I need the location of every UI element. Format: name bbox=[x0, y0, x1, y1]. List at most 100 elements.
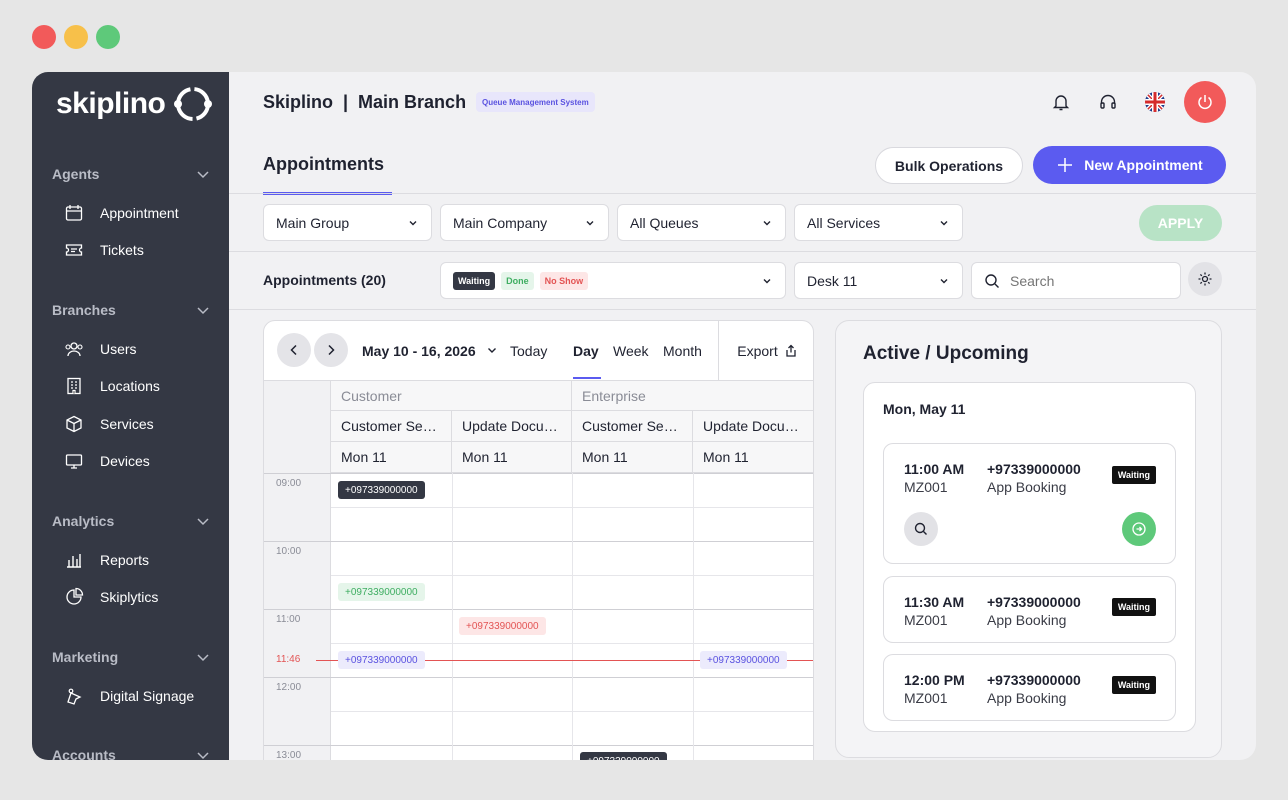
calendar: May 10 - 16, 2026 Today Day Week Month E… bbox=[263, 320, 814, 760]
next-week-button[interactable] bbox=[314, 333, 348, 367]
view-details-button[interactable] bbox=[904, 512, 938, 546]
search-input[interactable] bbox=[1010, 272, 1160, 289]
bell-icon bbox=[1052, 95, 1070, 111]
sidebar-item-devices[interactable]: Devices bbox=[52, 443, 211, 481]
time-label: 10:00 bbox=[276, 546, 302, 557]
sidebar-item-skiplytics[interactable]: Skiplytics bbox=[52, 579, 211, 617]
logout-button[interactable] bbox=[1184, 81, 1226, 123]
current-time-label: 11:46 bbox=[276, 654, 301, 665]
appointment-event[interactable]: +097339000000 bbox=[580, 752, 667, 760]
desk-select[interactable]: Desk 11 bbox=[794, 262, 963, 299]
sidebar-item-users[interactable]: Users bbox=[52, 330, 211, 368]
status-badge: Waiting bbox=[1111, 598, 1156, 616]
column-day-header: Mon 11 bbox=[693, 442, 813, 473]
chevron-left-icon bbox=[290, 344, 297, 356]
minimize-window-button[interactable] bbox=[64, 25, 88, 49]
sidebar-item-label: Users bbox=[100, 340, 137, 357]
appointment-card[interactable]: 11:00 AM MZ001 +97339000000 App Booking … bbox=[883, 443, 1176, 564]
appointment-event[interactable]: +097339000000 bbox=[700, 651, 787, 669]
company-select[interactable]: Main Company bbox=[440, 204, 609, 241]
logo-text: skiplino bbox=[56, 87, 166, 120]
divider bbox=[229, 193, 1256, 194]
sidebar-item-label: Appointment bbox=[100, 204, 179, 221]
sidebar-item-label: Devices bbox=[100, 453, 150, 470]
panel-title: Active / Upcoming bbox=[863, 343, 1029, 364]
sidebar-section-header[interactable]: Accounts bbox=[52, 745, 211, 760]
app-window: skiplino Agents Appointment Tickets bbox=[32, 72, 1256, 760]
appointment-card[interactable]: 12:00 PM MZ001 +97339000000 App Booking … bbox=[883, 654, 1176, 721]
today-button[interactable]: Today bbox=[510, 343, 548, 359]
sidebar-item-digital-signage[interactable]: Digital Signage bbox=[52, 677, 211, 715]
sidebar-item-tickets[interactable]: Tickets bbox=[52, 232, 211, 270]
group-select[interactable]: Main Group bbox=[263, 204, 432, 241]
logo-mark-icon bbox=[173, 84, 213, 124]
section-title: Marketing bbox=[52, 649, 119, 665]
appointment-card[interactable]: 11:30 AM MZ001 +97339000000 App Booking … bbox=[883, 576, 1176, 643]
maximize-window-button[interactable] bbox=[96, 25, 120, 49]
divider bbox=[229, 251, 1256, 252]
close-window-button[interactable] bbox=[32, 25, 56, 49]
sidebar-item-label: Services bbox=[100, 415, 154, 432]
sidebar-item-locations[interactable]: Locations bbox=[52, 368, 211, 406]
logo[interactable]: skiplino bbox=[56, 84, 213, 124]
settings-button[interactable] bbox=[1188, 262, 1222, 296]
prev-week-button[interactable] bbox=[277, 333, 311, 367]
sidebar-section-header[interactable]: Branches bbox=[52, 300, 211, 320]
status-chip-done[interactable]: Done bbox=[501, 271, 534, 290]
search-icon bbox=[914, 522, 927, 535]
column-day-header: Mon 11 bbox=[452, 442, 572, 473]
status-filter-select[interactable]: Waiting Done No Show bbox=[440, 262, 786, 299]
appointment-event[interactable]: +097339000000 bbox=[338, 481, 425, 499]
card-time: 11:00 AM bbox=[904, 461, 965, 477]
sidebar-section-marketing: Marketing Digital Signage bbox=[52, 647, 211, 715]
support-button[interactable] bbox=[1096, 90, 1120, 114]
current-time-line bbox=[316, 660, 813, 661]
services-select[interactable]: All Services bbox=[794, 204, 963, 241]
page-header-title: Skiplino | Main Branch bbox=[263, 92, 467, 112]
services-select-value: All Services bbox=[807, 214, 881, 231]
sidebar-section-agents: Agents Appointment Tickets bbox=[52, 164, 211, 269]
sidebar-item-reports[interactable]: Reports bbox=[52, 541, 211, 579]
appointment-event[interactable]: +097339000000 bbox=[338, 651, 425, 669]
status-chip-waiting[interactable]: Waiting bbox=[453, 271, 496, 290]
appointment-event[interactable]: +097339000000 bbox=[338, 583, 425, 601]
calendar-body: 09:00 10:00 11:00 11:46 12:00 13:00 +097… bbox=[264, 473, 813, 760]
notifications-button[interactable] bbox=[1049, 90, 1073, 114]
gear-icon bbox=[1198, 272, 1212, 286]
appointment-event[interactable]: +097339000000 bbox=[459, 617, 546, 635]
column-line bbox=[452, 473, 453, 760]
share-icon bbox=[786, 344, 796, 357]
bulk-operations-button[interactable]: Bulk Operations bbox=[875, 147, 1023, 184]
hour-line bbox=[264, 745, 813, 746]
page-title: Appointments bbox=[263, 154, 384, 174]
apply-button[interactable]: APPLY bbox=[1139, 205, 1222, 241]
sidebar-section-accounts: Accounts bbox=[52, 745, 211, 760]
sidebar-section-branches: Branches Users Locations Services bbox=[52, 300, 211, 480]
search-box[interactable] bbox=[971, 262, 1181, 299]
chevron-down-icon bbox=[763, 278, 771, 283]
language-button[interactable] bbox=[1143, 90, 1167, 114]
sidebar-section-header[interactable]: Analytics bbox=[52, 511, 211, 531]
view-tab-month[interactable]: Month bbox=[663, 343, 702, 359]
sidebar-item-services[interactable]: Services bbox=[52, 405, 211, 443]
divider bbox=[229, 309, 1256, 310]
queues-select[interactable]: All Queues bbox=[617, 204, 786, 241]
sidebar-section-header[interactable]: Marketing bbox=[52, 647, 211, 667]
status-chip-no-show[interactable]: No Show bbox=[539, 271, 589, 290]
sidebar-item-appointment[interactable]: Appointment bbox=[52, 194, 211, 232]
time-label: 13:00 bbox=[276, 750, 302, 760]
view-tab-day[interactable]: Day bbox=[573, 343, 599, 359]
card-ticket-code: MZ001 bbox=[904, 479, 948, 495]
call-next-button[interactable] bbox=[1122, 512, 1156, 546]
sidebar-item-label: Digital Signage bbox=[100, 687, 195, 704]
new-appointment-button[interactable]: New Appointment bbox=[1033, 146, 1226, 184]
column-line bbox=[693, 473, 694, 760]
export-button[interactable]: Export bbox=[718, 321, 813, 381]
new-appointment-label: New Appointment bbox=[1084, 157, 1203, 173]
view-tab-week[interactable]: Week bbox=[613, 343, 649, 359]
sidebar-section-header[interactable]: Agents bbox=[52, 164, 211, 184]
building-icon bbox=[67, 378, 81, 395]
window-controls bbox=[32, 25, 120, 49]
arrow-right-circle-icon bbox=[1132, 522, 1146, 536]
date-range-picker[interactable]: May 10 - 16, 2026 bbox=[362, 343, 498, 359]
